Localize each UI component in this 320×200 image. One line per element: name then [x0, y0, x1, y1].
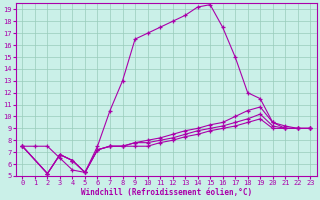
X-axis label: Windchill (Refroidissement éolien,°C): Windchill (Refroidissement éolien,°C)	[81, 188, 252, 197]
